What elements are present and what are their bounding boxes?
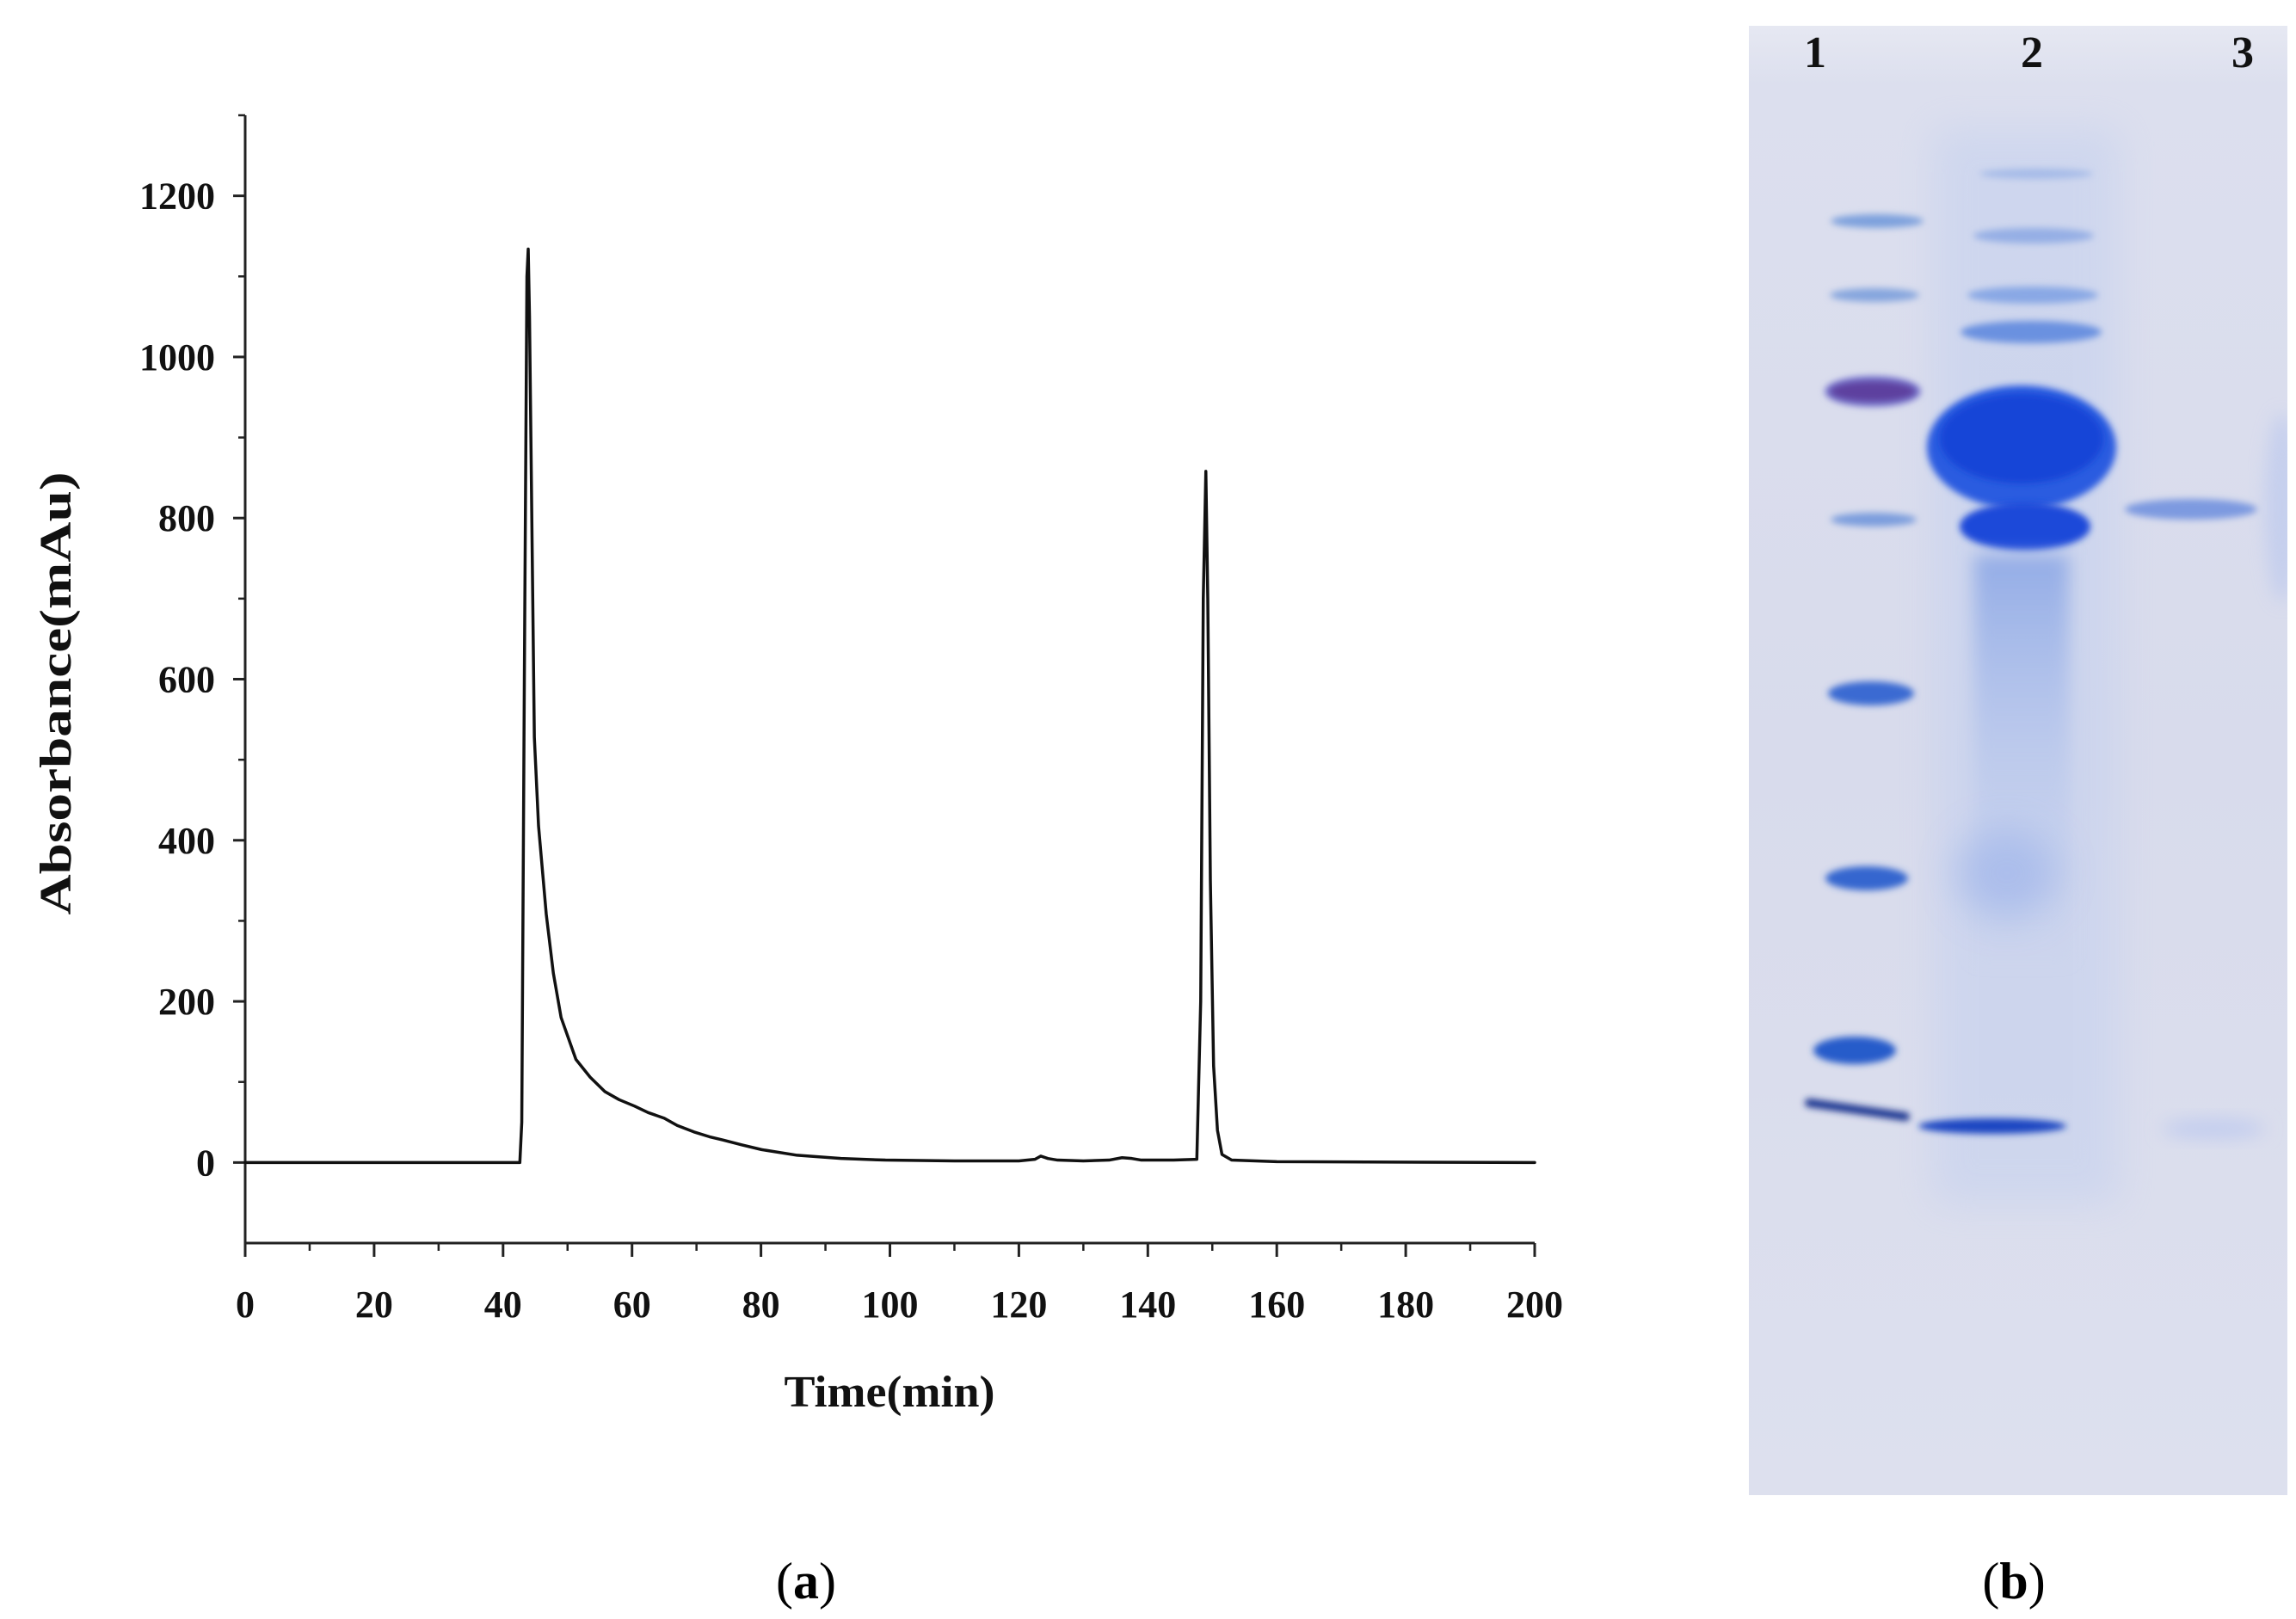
y-axis-title: Absorbance(mAu) <box>32 472 81 915</box>
series-layer <box>243 247 1536 1165</box>
x-tick-label: 20 <box>355 1284 393 1326</box>
x-tick-label: 100 <box>862 1284 919 1326</box>
x-major-ticks <box>243 1243 1536 1257</box>
ladder-band-dye-front <box>1805 1099 1910 1121</box>
y-tick-label: 400 <box>158 820 215 862</box>
edge-stain <box>2265 413 2287 602</box>
ladder-band <box>1830 288 1919 302</box>
lane-label-3: 3 <box>2231 28 2254 77</box>
chromatogram-chart: 0 200 400 600 800 1000 1200 0 20 40 60 80 100 120 140… <box>32 114 1563 1417</box>
y-tick-labels: 0 200 400 600 800 1000 1200 <box>139 175 215 1185</box>
lane-label-1: 1 <box>1804 28 1826 77</box>
sample-band <box>1961 321 2102 343</box>
panel-label-a: (a) <box>776 1553 836 1610</box>
sample-band-major-core <box>1940 394 2103 483</box>
sample-band-dye-front <box>1918 1118 2066 1134</box>
ladder-band <box>1831 214 1924 228</box>
sample-diffuse-band <box>1957 828 2057 918</box>
sample-band <box>1960 502 2090 551</box>
gel-image: 1 2 3 <box>1749 26 2287 1495</box>
lane-2-sample <box>1918 169 2116 1134</box>
y-major-ticks <box>233 194 245 1164</box>
x-tick-labels: 0 20 40 60 80 100 120 140 160 180 200 <box>236 1284 1563 1326</box>
absorbance-series-line <box>243 247 1536 1165</box>
x-tick-label: 200 <box>1506 1284 1563 1326</box>
x-tick-label: 160 <box>1248 1284 1305 1326</box>
purified-band <box>2125 499 2257 520</box>
y-minor-ticks <box>238 114 245 1083</box>
ladder-band <box>1825 866 1908 890</box>
ladder-band <box>1813 1037 1896 1064</box>
x-tick-label: 0 <box>236 1284 255 1326</box>
sample-band <box>1967 286 2098 304</box>
x-tick-label: 180 <box>1377 1284 1434 1326</box>
x-tick-label: 40 <box>484 1284 522 1326</box>
ladder-band-prestained <box>1830 381 1916 402</box>
y-tick-label: 600 <box>158 659 215 701</box>
x-tick-label: 140 <box>1119 1284 1176 1326</box>
ladder-band <box>1831 513 1917 526</box>
sample-band <box>1979 169 2093 179</box>
x-tick-label: 80 <box>742 1284 780 1326</box>
y-tick-label: 200 <box>158 981 215 1023</box>
y-tick-label: 1000 <box>139 336 215 379</box>
y-tick-label: 800 <box>158 497 215 539</box>
ladder-band <box>1828 681 1914 705</box>
y-tick-label: 1200 <box>139 175 215 218</box>
lane-1-ladder <box>1805 214 1924 1121</box>
lane-label-2: 2 <box>2021 28 2043 77</box>
x-tick-label: 120 <box>990 1284 1047 1326</box>
x-axis-title: Time(min) <box>785 1368 995 1417</box>
lane-3-purified <box>2125 413 2287 1139</box>
x-tick-label: 60 <box>613 1284 651 1326</box>
faint-band <box>2162 1118 2265 1139</box>
panel-label-b: (b) <box>1982 1553 2046 1610</box>
y-tick-label: 0 <box>196 1142 215 1184</box>
sample-band <box>1973 228 2094 243</box>
